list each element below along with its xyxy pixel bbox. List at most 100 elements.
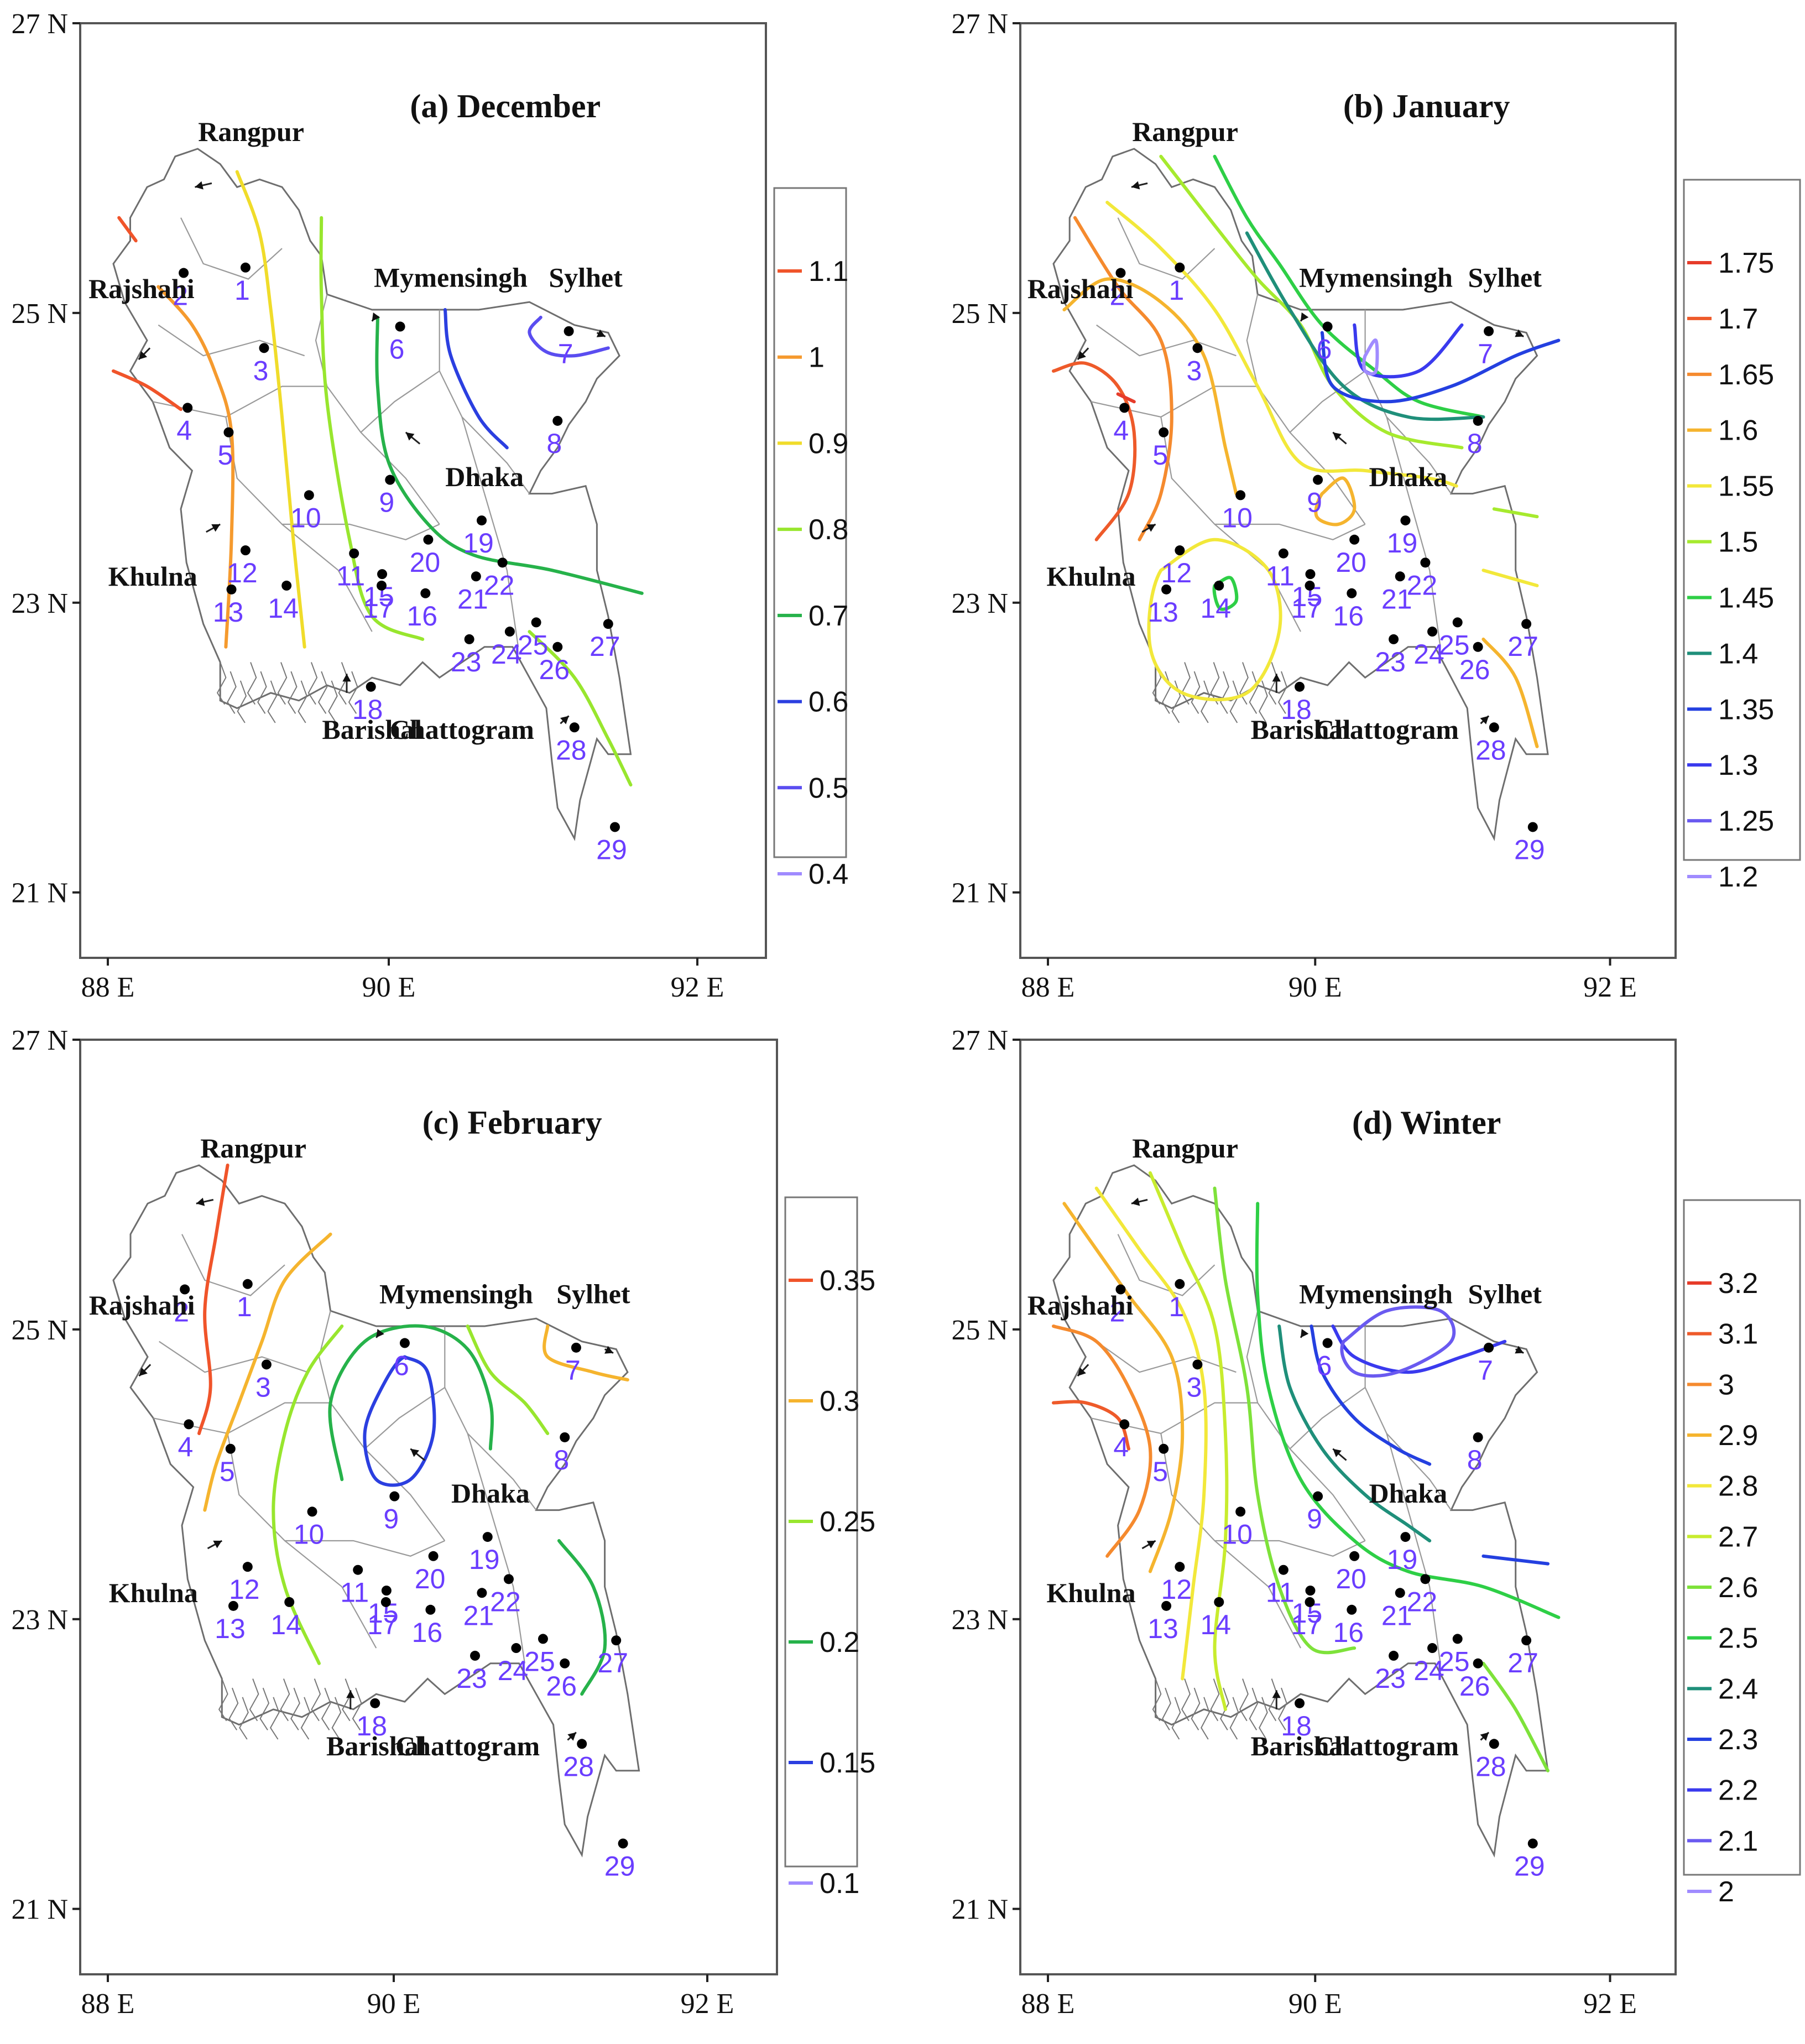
legend-label: 1.3 bbox=[1718, 749, 1758, 781]
arrow-head-icon bbox=[1077, 351, 1086, 360]
station-number: 13 bbox=[215, 1613, 246, 1644]
legend-label: 2.5 bbox=[1718, 1623, 1758, 1655]
division-boundary bbox=[484, 493, 519, 647]
arrow-head-icon bbox=[1333, 1448, 1342, 1457]
station-number: 21 bbox=[1381, 1600, 1412, 1631]
arrow-head-icon bbox=[405, 432, 415, 441]
station-marker bbox=[1119, 403, 1130, 413]
arrow-head-icon bbox=[1515, 1346, 1524, 1354]
legend-label: 0.8 bbox=[808, 514, 848, 546]
city-label: Sylhet bbox=[556, 1278, 630, 1309]
city-label: Chattogram bbox=[390, 714, 534, 745]
river-channel bbox=[1249, 671, 1259, 714]
lon-tick-label: 90 E bbox=[1288, 1988, 1342, 2020]
station-marker bbox=[504, 627, 515, 637]
city-label: Dhaka bbox=[1369, 1478, 1447, 1509]
city-label: Mymensingh bbox=[374, 262, 528, 293]
lon-tick-label: 92 E bbox=[1583, 1988, 1637, 2020]
arrow-head-icon bbox=[211, 524, 221, 532]
station-marker bbox=[538, 1634, 548, 1644]
station-marker bbox=[1521, 619, 1532, 629]
panel-title: (c) February bbox=[422, 1104, 602, 1141]
station-number: 27 bbox=[597, 1647, 628, 1678]
station-marker bbox=[1175, 262, 1185, 273]
legend-label: 1.45 bbox=[1718, 582, 1774, 614]
station-number: 20 bbox=[1336, 1563, 1366, 1594]
legend-label: 3.2 bbox=[1718, 1268, 1758, 1300]
lon-tick-label: 88 E bbox=[1021, 1988, 1075, 2020]
station-number: 21 bbox=[463, 1600, 494, 1631]
lat-tick-label: 25 N bbox=[11, 1315, 68, 1346]
river-channel bbox=[1229, 1697, 1239, 1740]
station-marker bbox=[497, 557, 508, 568]
isoline bbox=[1310, 1325, 1432, 1466]
legend-label: 2.9 bbox=[1718, 1420, 1758, 1452]
station-marker bbox=[1119, 1419, 1130, 1430]
station-marker bbox=[1349, 1551, 1360, 1561]
station-marker bbox=[242, 1279, 253, 1289]
station-marker bbox=[1313, 474, 1323, 485]
city-label: Rangpur bbox=[198, 116, 304, 147]
isoline bbox=[235, 170, 306, 649]
station-number: 22 bbox=[484, 570, 515, 601]
legend-label: 0.6 bbox=[808, 686, 848, 718]
isoline bbox=[319, 216, 425, 641]
legend-label: 0.35 bbox=[820, 1265, 875, 1297]
lat-tick-label: 27 N bbox=[951, 8, 1008, 40]
legend-label: 1.5 bbox=[1718, 526, 1758, 559]
station-marker bbox=[1115, 268, 1126, 278]
station-marker bbox=[259, 343, 269, 353]
station-marker bbox=[470, 1650, 481, 1661]
city-label: Barishal bbox=[322, 714, 422, 745]
legend-label: 3.1 bbox=[1718, 1318, 1758, 1350]
city-label: Mymensingh bbox=[1299, 262, 1453, 293]
station-number: 10 bbox=[294, 1519, 325, 1550]
legend-label: 2 bbox=[1718, 1876, 1734, 1908]
station-number: 6 bbox=[1317, 334, 1332, 365]
isoline bbox=[557, 1539, 607, 1696]
station-marker bbox=[1192, 343, 1203, 353]
division-boundary bbox=[1246, 294, 1366, 525]
station-marker bbox=[471, 571, 481, 582]
station-marker bbox=[1427, 627, 1438, 637]
station-marker bbox=[1489, 722, 1499, 733]
city-label: Rajshahi bbox=[1027, 273, 1134, 304]
station-marker bbox=[1305, 580, 1315, 591]
river-channel bbox=[259, 1687, 270, 1730]
river-channel bbox=[1162, 671, 1171, 714]
river-channel bbox=[342, 1678, 352, 1722]
station-number: 14 bbox=[268, 593, 299, 624]
division-boundary bbox=[181, 1234, 285, 1296]
city-label: Rangpur bbox=[1132, 116, 1238, 147]
river-channel bbox=[1181, 1678, 1191, 1722]
lon-tick-label: 90 E bbox=[367, 1988, 421, 2020]
station-marker bbox=[184, 1419, 194, 1430]
station-number: 23 bbox=[1375, 646, 1406, 677]
river-channel bbox=[237, 680, 247, 723]
legend-label: 1.6 bbox=[1718, 415, 1758, 447]
river-channel bbox=[280, 1678, 290, 1722]
legend-label: 0.5 bbox=[808, 772, 848, 804]
city-label: Dhaka bbox=[445, 461, 524, 492]
station-marker bbox=[366, 681, 376, 692]
station-number: 16 bbox=[1333, 601, 1364, 632]
isoline bbox=[1245, 231, 1485, 421]
isoline bbox=[156, 285, 235, 649]
lat-tick-label: 23 N bbox=[11, 588, 68, 619]
legend-label: 2.8 bbox=[1718, 1471, 1758, 1503]
river-channel bbox=[348, 671, 358, 714]
station-number: 1 bbox=[1168, 275, 1184, 306]
isoline bbox=[1052, 361, 1137, 541]
station-marker bbox=[511, 1643, 521, 1654]
river-channel bbox=[269, 1697, 280, 1740]
river-channel bbox=[317, 671, 328, 714]
isoline bbox=[443, 308, 509, 450]
isoline bbox=[1147, 538, 1282, 702]
station-number: 17 bbox=[1291, 593, 1322, 624]
station-number: 10 bbox=[1222, 502, 1253, 533]
river-channel bbox=[257, 671, 267, 714]
station-marker bbox=[1278, 1565, 1288, 1575]
legend-label: 1.65 bbox=[1718, 359, 1774, 391]
station-number: 29 bbox=[1514, 1850, 1545, 1881]
station-marker bbox=[560, 1432, 570, 1442]
